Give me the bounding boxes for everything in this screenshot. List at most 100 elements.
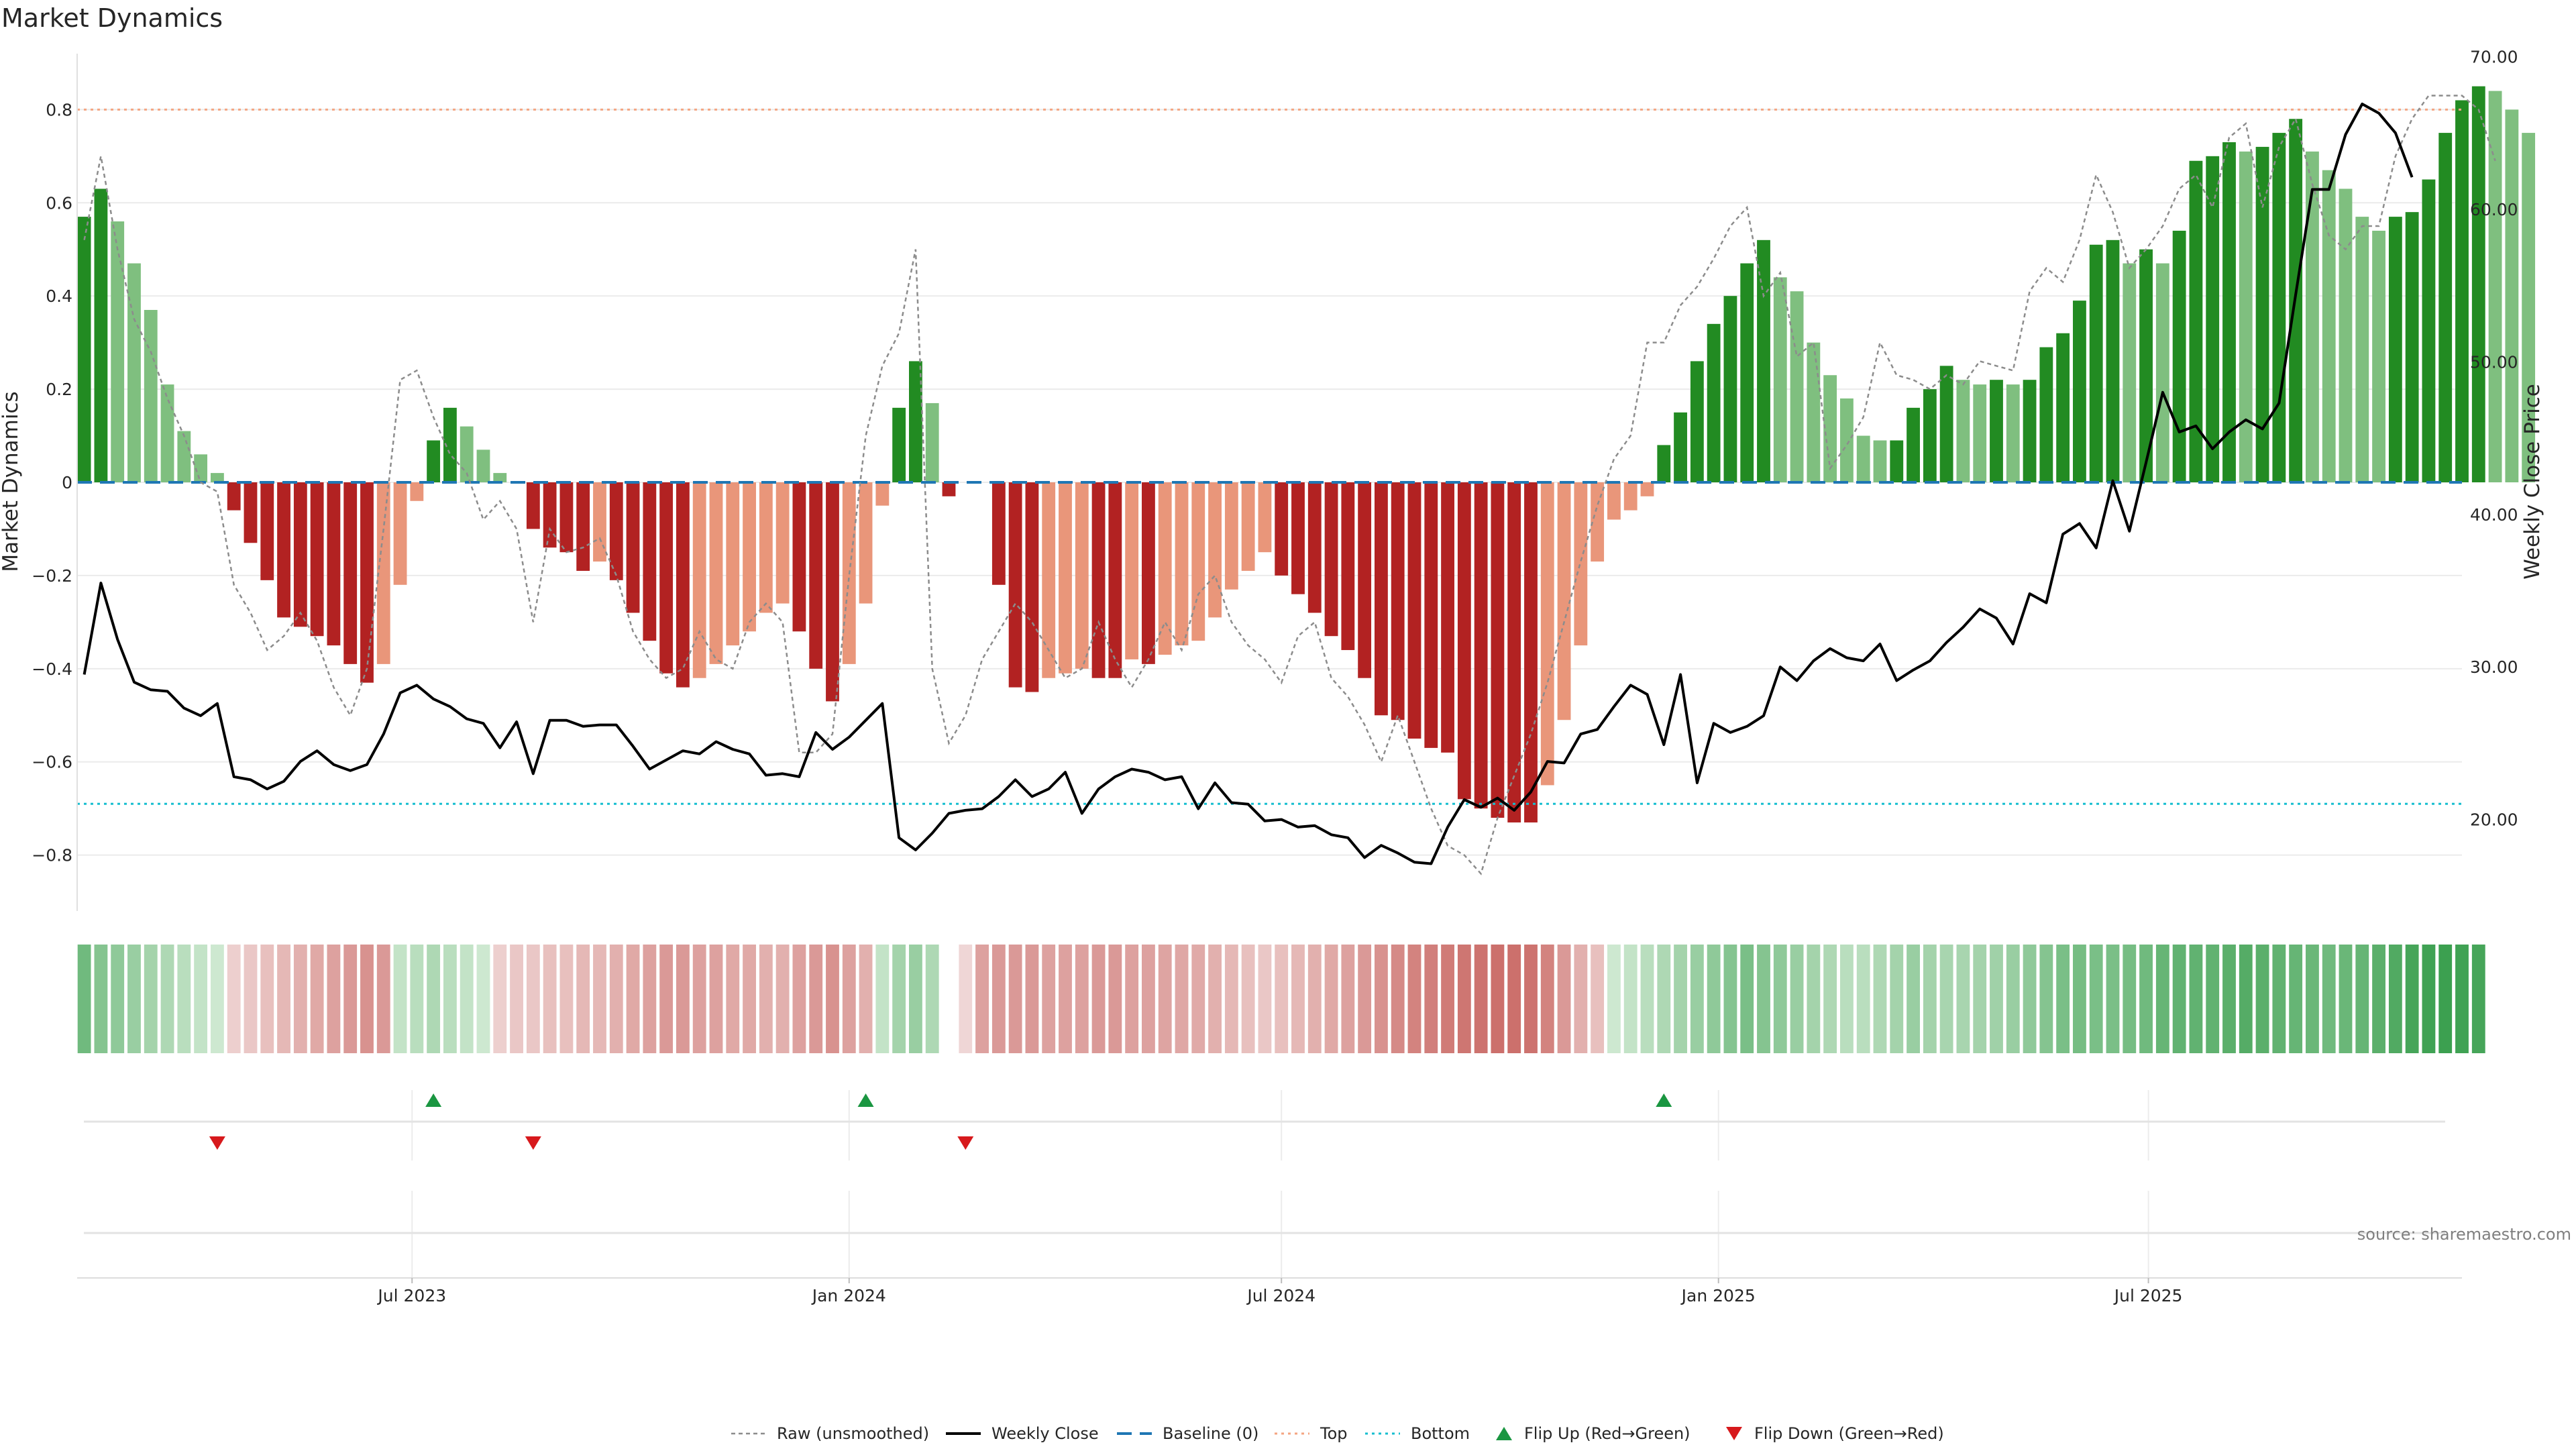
heat-cell [1042,945,1056,1053]
dynamics-bar [576,482,590,571]
dynamics-bar [1807,342,1821,482]
heat-cell [2222,945,2236,1053]
dynamics-bar [244,482,258,543]
weekly-close-line [83,103,2414,865]
left-tick-label: 0.4 [46,286,72,306]
legend-label: Weekly Close [991,1424,1099,1443]
heat-cell [2239,945,2253,1053]
heat-cell [2089,945,2103,1053]
right-y-axis: 70.00 60.00 50.00 40.00 30.00 20.00 [2470,48,2518,830]
dynamics-bar [609,482,623,580]
legend-swatch [1726,1427,1742,1440]
heat-cell [2339,945,2353,1053]
left-y-axis-label: Market Dynamics [0,391,23,572]
dynamics-bar [111,221,125,482]
flip-markers-panel [84,1090,2445,1161]
heat-cell [493,945,507,1053]
dynamics-bar [1125,482,1139,659]
dynamics-bar [1657,445,1671,482]
heat-cell [144,945,158,1053]
heat-cell [111,945,125,1053]
heat-cell [2189,945,2203,1053]
left-y-axis: 0.8 0.6 0.4 0.2 0 −0.2 −0.4 −0.6 −0.8 [32,54,78,911]
heat-cell [1657,945,1671,1053]
dynamics-bar [2139,249,2153,482]
heat-cell [1757,945,1770,1053]
empty-panel [84,1191,2445,1278]
dynamics-bar [2322,170,2336,483]
heat-cell [593,945,606,1053]
dynamics-bar [327,482,341,646]
dynamics-bar [393,482,407,585]
dynamics-bar [476,449,490,482]
heat-cell [1125,945,1139,1053]
dynamics-bar [2405,212,2419,482]
dynamics-bar [1557,482,1571,720]
dynamics-bar [593,482,606,562]
heat-cell [1407,945,1421,1053]
heat-cell [2355,945,2369,1053]
heat-cell [2455,945,2469,1053]
heat-cell [609,945,623,1053]
x-tick-label: Jul 2025 [2113,1286,2183,1305]
heat-cell [194,945,208,1053]
heat-cell [2206,945,2220,1053]
dynamics-bar [277,482,290,618]
dynamics-bar [859,482,873,604]
dynamics-bar [1108,482,1122,678]
x-axis: Jul 2023 Jan 2024 Jul 2024 Jan 2025 Jul 2025 [77,1277,2462,1305]
heat-cell [991,945,1006,1053]
heat-cell [277,945,290,1053]
heat-cell [1674,945,1687,1053]
dynamics-bar [1591,482,1605,562]
heat-cell [1840,945,1854,1053]
heat-cell [1059,945,1072,1053]
heat-cell [1441,945,1454,1053]
raw-series-line [83,95,2496,875]
left-tick-label: −0.6 [32,753,72,772]
dynamics-bar [892,407,906,482]
dynamics-bar [759,482,773,613]
dynamics-bar [2089,244,2103,482]
flip-down-marker [957,1136,974,1150]
legend-swatch [1496,1427,1512,1440]
dynamics-bar [1424,482,1438,748]
dynamics-bar [543,482,557,548]
heat-cell [909,945,922,1053]
dynamics-bar [1008,482,1022,688]
heat-cell [1375,945,1388,1053]
legend: Raw (unsmoothed) Weekly Close Baseline (0)… [731,1424,1944,1443]
heat-cell [2039,945,2053,1053]
dynamics-bar [2189,160,2203,482]
dynamics-bar [792,482,806,632]
dynamics-bar [210,473,224,482]
heat-cell [792,945,806,1053]
heat-cell [676,945,690,1053]
left-tick-label: 0.6 [46,193,72,213]
heat-cell [260,945,274,1053]
dynamics-bar [1873,440,1887,482]
dynamics-bar [626,482,640,613]
heat-cell [743,945,756,1053]
dynamics-bar [1574,482,1588,646]
heat-cell [1623,945,1638,1053]
dynamics-bar [1790,291,1804,482]
heat-cell [759,945,773,1053]
x-tick-label: Jul 2023 [376,1286,446,1305]
dynamics-bar [1457,482,1471,800]
heat-cell [1807,945,1821,1053]
dynamics-bar [2505,109,2519,482]
dynamics-bar [2455,100,2469,482]
dynamics-bar [443,407,457,482]
heat-cell [1224,945,1238,1053]
dynamics-bar [1075,482,1089,669]
heat-cell [510,945,523,1053]
heat-cell [1591,945,1605,1053]
heat-cell [227,945,241,1053]
heat-cell [975,945,989,1053]
heat-cell [1108,945,1122,1053]
dynamics-bar [991,482,1006,585]
dynamics-bar [2372,230,2385,482]
dynamics-bar [942,482,956,496]
dynamics-bar [1042,482,1056,678]
